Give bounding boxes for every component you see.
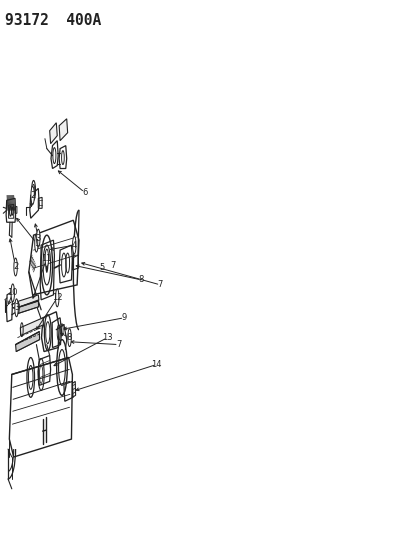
Text: 1: 1	[34, 239, 39, 248]
Circle shape	[100, 259, 103, 277]
Circle shape	[55, 289, 59, 307]
Text: 11: 11	[41, 254, 52, 263]
Polygon shape	[17, 295, 39, 308]
Circle shape	[14, 258, 17, 276]
Text: 2: 2	[30, 191, 35, 200]
Circle shape	[117, 336, 120, 353]
Circle shape	[123, 309, 126, 327]
Polygon shape	[20, 318, 43, 336]
Circle shape	[36, 229, 40, 247]
Circle shape	[158, 276, 162, 294]
Circle shape	[15, 299, 18, 317]
Text: 5: 5	[99, 263, 104, 272]
Text: 7: 7	[157, 280, 163, 289]
Text: 7: 7	[116, 340, 121, 349]
Polygon shape	[17, 301, 38, 314]
Circle shape	[11, 284, 14, 302]
Circle shape	[45, 249, 48, 267]
Text: 3: 3	[36, 233, 41, 243]
Text: 4: 4	[71, 240, 77, 249]
Circle shape	[72, 236, 76, 254]
Text: 93172  400A: 93172 400A	[5, 13, 101, 28]
Circle shape	[83, 183, 86, 201]
Text: 10: 10	[7, 288, 18, 297]
Circle shape	[111, 256, 114, 274]
Text: 9: 9	[121, 313, 127, 322]
Text: 12: 12	[52, 293, 62, 302]
Text: 3: 3	[14, 303, 19, 312]
Circle shape	[31, 187, 34, 204]
Polygon shape	[16, 332, 40, 352]
Text: 6: 6	[82, 188, 87, 197]
Circle shape	[140, 271, 143, 289]
Text: 13: 13	[102, 333, 112, 342]
Text: 7: 7	[110, 261, 116, 270]
Circle shape	[154, 356, 158, 374]
Text: 2: 2	[13, 262, 18, 271]
Circle shape	[105, 329, 109, 346]
Text: 8: 8	[138, 276, 144, 285]
Circle shape	[35, 234, 38, 252]
Polygon shape	[59, 119, 67, 141]
Circle shape	[68, 329, 71, 346]
Text: 8: 8	[67, 333, 72, 342]
Text: 14: 14	[151, 360, 161, 369]
Polygon shape	[50, 123, 57, 144]
Circle shape	[45, 257, 48, 273]
